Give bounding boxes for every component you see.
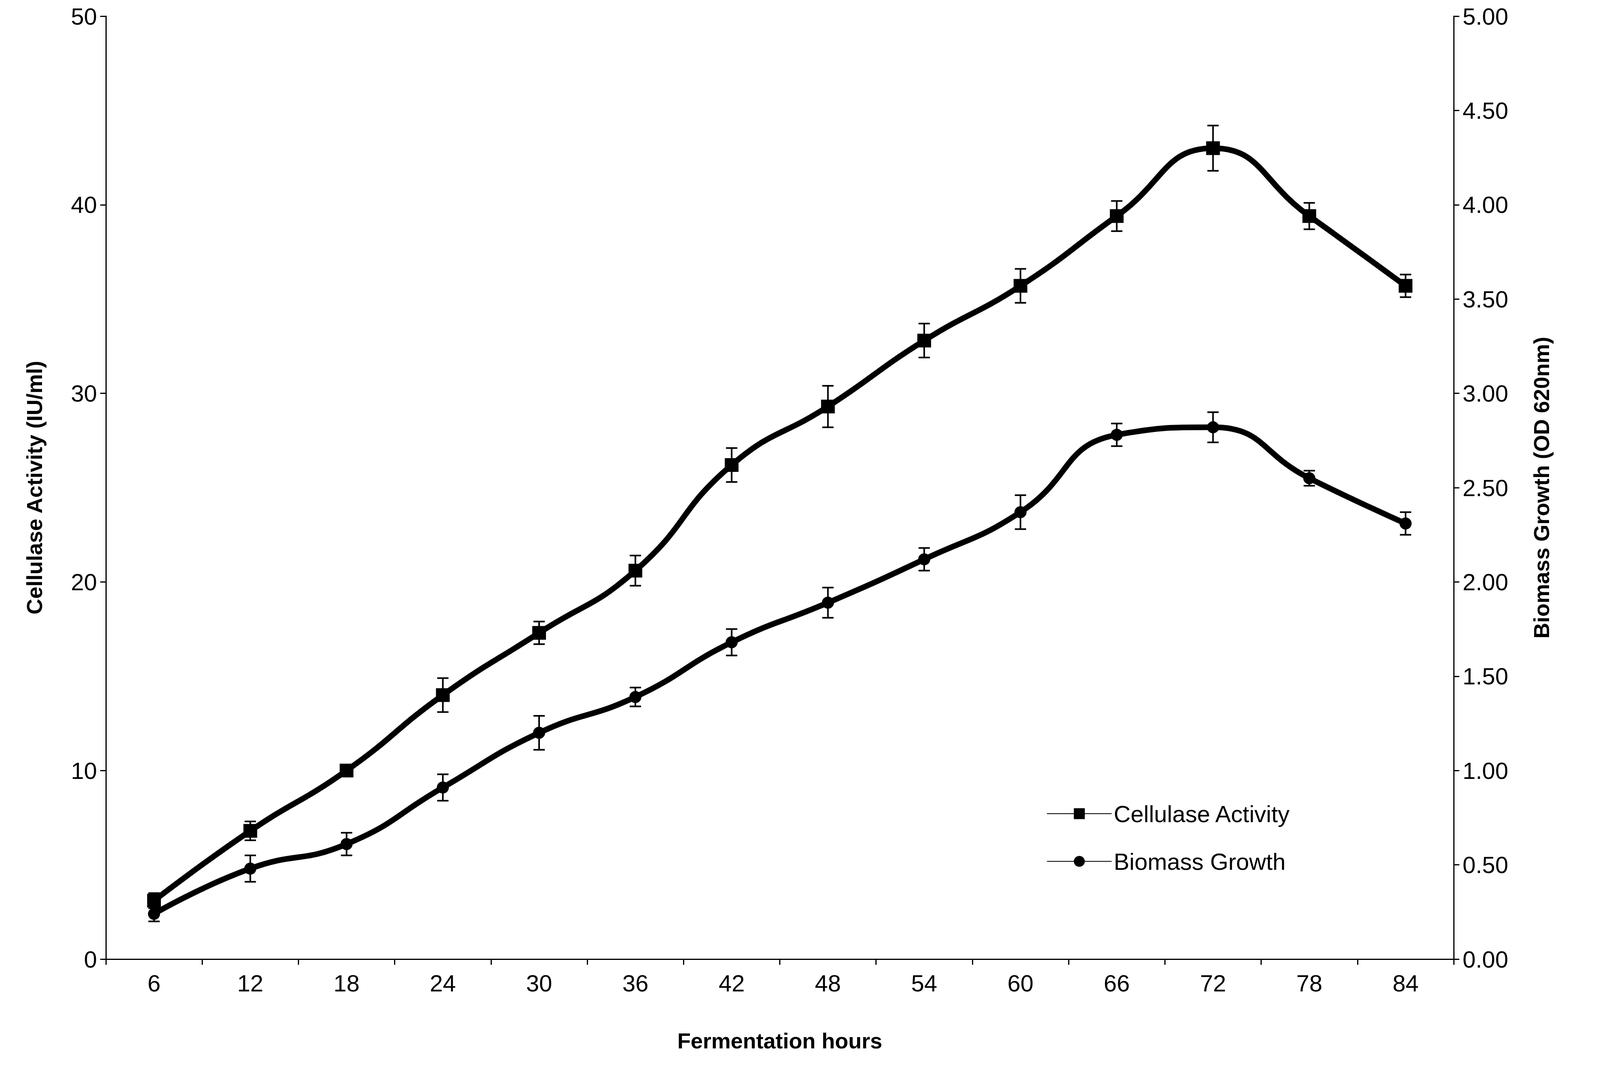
svg-text:1.00: 1.00 — [1462, 757, 1509, 785]
svg-text:60: 60 — [1007, 970, 1034, 997]
svg-text:84: 84 — [1392, 970, 1419, 997]
svg-text:72: 72 — [1199, 970, 1227, 997]
svg-text:Biomass Growth (OD 620nm): Biomass Growth (OD 620nm) — [1529, 336, 1554, 639]
svg-text:2.50: 2.50 — [1462, 474, 1509, 502]
svg-text:30: 30 — [526, 970, 553, 997]
svg-text:30: 30 — [70, 380, 97, 407]
svg-text:48: 48 — [814, 970, 842, 997]
svg-text:18: 18 — [333, 970, 360, 997]
svg-text:6: 6 — [147, 970, 161, 997]
svg-text:Cellulase Activity: Cellulase Activity — [1113, 801, 1290, 828]
svg-text:42: 42 — [718, 970, 745, 997]
svg-text:54: 54 — [911, 970, 938, 997]
svg-text:3.50: 3.50 — [1462, 286, 1509, 313]
svg-text:40: 40 — [70, 191, 97, 218]
svg-text:0.00: 0.00 — [1462, 946, 1509, 973]
svg-text:5.00: 5.00 — [1462, 3, 1509, 30]
svg-text:Biomass Growth: Biomass Growth — [1113, 848, 1286, 875]
svg-text:24: 24 — [429, 970, 456, 997]
svg-text:66: 66 — [1103, 970, 1130, 997]
svg-text:4.50: 4.50 — [1462, 97, 1509, 124]
svg-text:0.50: 0.50 — [1462, 851, 1509, 879]
svg-text:3.00: 3.00 — [1462, 380, 1509, 407]
svg-text:1.50: 1.50 — [1462, 663, 1509, 690]
svg-text:2.00: 2.00 — [1462, 569, 1509, 596]
svg-text:Fermentation hours: Fermentation hours — [677, 1028, 883, 1054]
svg-text:Cellulase Activity (IU/ml): Cellulase Activity (IU/ml) — [22, 360, 47, 615]
svg-text:20: 20 — [70, 569, 97, 596]
svg-text:4.00: 4.00 — [1462, 191, 1509, 218]
svg-text:10: 10 — [70, 757, 97, 785]
svg-text:12: 12 — [237, 970, 264, 997]
svg-text:0: 0 — [84, 946, 97, 973]
svg-text:78: 78 — [1296, 970, 1323, 997]
svg-text:50: 50 — [70, 3, 97, 30]
svg-text:36: 36 — [622, 970, 649, 997]
